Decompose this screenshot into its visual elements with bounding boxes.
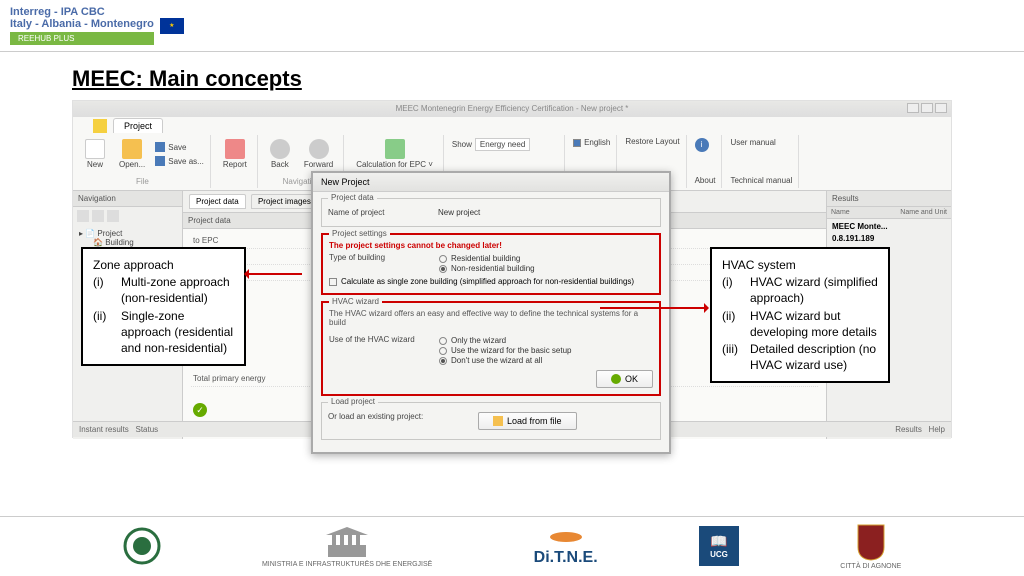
forward-button[interactable]: Forward — [300, 137, 337, 171]
warning-text: The project settings cannot be changed l… — [329, 241, 653, 250]
result-item: MEEC Monte... — [827, 219, 951, 234]
save-icon — [155, 142, 165, 152]
ucg-badge-icon: 📖UCG — [699, 526, 739, 566]
save-button[interactable]: Save — [155, 142, 204, 152]
logo-ucg: 📖UCG — [699, 526, 739, 568]
radio-only-wizard[interactable]: Only the wizard — [439, 336, 653, 345]
ok-button[interactable]: OK — [596, 370, 653, 388]
project-name-input[interactable]: New project — [438, 208, 654, 217]
interreg-title: Interreg - IPA CBC — [10, 6, 154, 18]
arrow-left — [247, 273, 302, 275]
radio-nonresidential[interactable]: Non-residential building — [439, 264, 653, 273]
building-icon — [322, 525, 372, 559]
app-title: MEEC Montenegrin Energy Efficiency Certi… — [396, 104, 629, 113]
app-icon — [93, 119, 107, 133]
back-button[interactable]: Back — [266, 137, 294, 171]
checkbox-single-zone[interactable]: Calculate as single zone building (simpl… — [329, 277, 653, 286]
tab-project[interactable]: Project — [113, 118, 163, 133]
radio-basic-wizard[interactable]: Use the wizard for the basic setup — [439, 346, 653, 355]
nav-toolbar — [73, 207, 182, 225]
ok-icon — [611, 374, 621, 384]
saveas-icon — [155, 156, 165, 166]
techmanual-link[interactable]: Technical manual — [730, 176, 792, 185]
calc-button[interactable]: Calculation for EPC ˅ — [352, 137, 437, 171]
group-file-label: File — [136, 177, 149, 186]
radio-dont-use[interactable]: Don't use the wizard at all — [439, 356, 653, 365]
footer-logos: MINISTRIA E INFRASTRUKTURËS DHE ENERGJIS… — [0, 516, 1024, 576]
hvac-description: The HVAC wizard offers an easy and effec… — [329, 309, 653, 327]
fieldset-load: Load project Or load an existing project… — [321, 402, 661, 440]
info-icon: i — [695, 138, 709, 152]
radio-residential[interactable]: Residential building — [439, 254, 653, 263]
show-dropdown[interactable]: Energy need — [475, 138, 530, 151]
ribbon-tabs: Project — [73, 117, 951, 133]
new-project-dialog: New Project Project data Name of project… — [311, 171, 671, 454]
saveas-button[interactable]: Save as... — [155, 156, 204, 166]
show-label: Show — [452, 140, 472, 149]
nav-tool-icon[interactable] — [107, 210, 119, 222]
tab-project-images[interactable]: Project images — [251, 194, 318, 209]
nav-tool-icon[interactable] — [92, 210, 104, 222]
back-icon — [270, 139, 290, 159]
report-button[interactable]: Report — [219, 137, 251, 171]
status-ok-icon: ✓ — [193, 403, 207, 417]
logo-ministria: MINISTRIA E INFRASTRUKTURËS DHE ENERGJIS… — [262, 525, 432, 568]
result-version: 0.8.191.189 — [827, 234, 951, 243]
logo-instituti — [123, 527, 161, 567]
calc-icon — [385, 139, 405, 159]
slide-header: Interreg - IPA CBC Italy - Albania - Mon… — [0, 0, 1024, 52]
fieldset-hvac: HVAC wizard The HVAC wizard offers an ea… — [321, 301, 661, 396]
fieldset-project-settings: Project settings The project settings ca… — [321, 233, 661, 295]
callout-zone-approach: Zone approach (i)Multi-zone approach (no… — [81, 247, 246, 366]
english-label: English — [584, 138, 610, 147]
logo-ditne: Di.T.N.E. — [534, 527, 598, 567]
tab-project-data[interactable]: Project data — [189, 194, 246, 209]
forward-icon — [309, 139, 329, 159]
new-icon — [85, 139, 105, 159]
logo-agnone: CITTÀ DI AGNONE — [840, 523, 901, 570]
fieldset-project-data: Project data Name of projectNew project — [321, 198, 661, 227]
about-label[interactable]: About — [695, 176, 716, 185]
results-title: Results — [827, 191, 951, 207]
callout-title: Zone approach — [93, 257, 234, 273]
report-icon — [225, 139, 245, 159]
arrow-right — [600, 307, 706, 309]
propeller-icon — [549, 527, 583, 547]
new-button[interactable]: New — [81, 137, 109, 171]
dialog-title: New Project — [313, 173, 669, 192]
english-checkbox[interactable] — [573, 139, 581, 147]
nav-tool-icon[interactable] — [77, 210, 89, 222]
window-controls[interactable] — [907, 103, 947, 113]
interreg-logo: Interreg - IPA CBC Italy - Albania - Mon… — [10, 6, 184, 45]
usermanual-link[interactable]: User manual — [730, 138, 775, 147]
folder-icon — [493, 416, 503, 426]
reehub-badge: REEHUB PLUS — [10, 32, 154, 45]
load-file-button[interactable]: Load from file — [478, 412, 577, 430]
interreg-sub: Italy - Albania - Montenegro — [10, 18, 154, 30]
callout-title: HVAC system — [722, 257, 878, 273]
info-button[interactable]: i — [695, 138, 709, 152]
eu-flag-icon: ★ — [160, 18, 184, 34]
open-icon — [122, 139, 142, 159]
shield-icon — [856, 523, 886, 561]
callout-hvac-system: HVAC system (i)HVAC wizard (simplified a… — [710, 247, 890, 383]
seal-icon — [123, 527, 161, 565]
restore-button[interactable]: Restore Layout — [625, 137, 679, 146]
nav-title: Navigation — [73, 191, 182, 207]
open-button[interactable]: Open... — [115, 137, 149, 171]
app-titlebar: MEEC Montenegrin Energy Efficiency Certi… — [73, 101, 951, 117]
slide-title: MEEC: Main concepts — [72, 66, 1024, 92]
